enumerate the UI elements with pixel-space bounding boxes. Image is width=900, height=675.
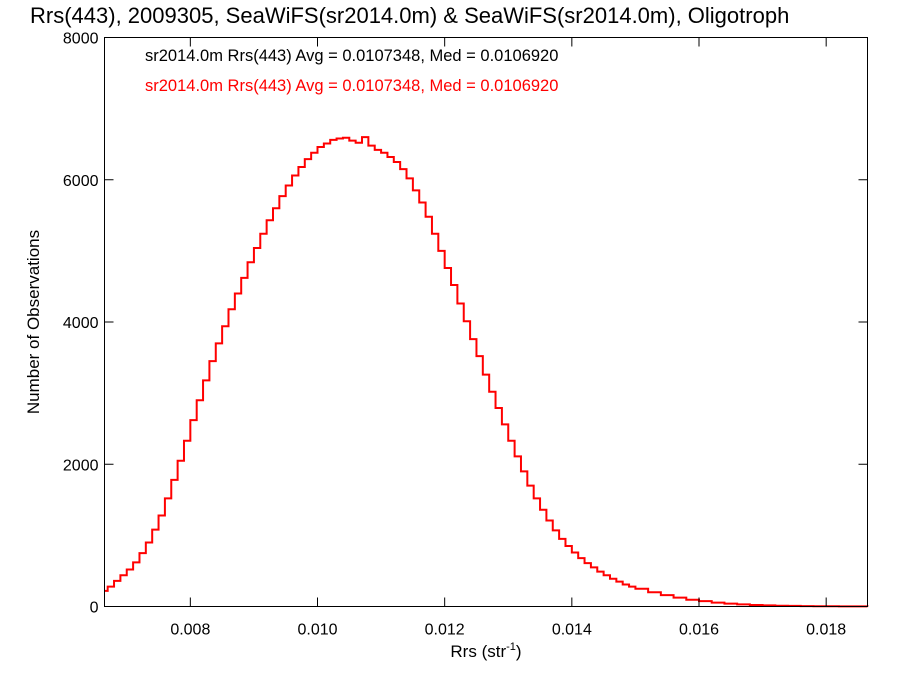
x-tick-label: 0.008 xyxy=(170,622,210,639)
x-axis-title-close: ) xyxy=(516,642,522,661)
series-layer xyxy=(104,136,869,608)
plot-frame xyxy=(104,37,868,607)
x-tick-label: 0.012 xyxy=(425,622,465,639)
x-tick-label: 0.014 xyxy=(552,622,592,639)
y-tick-label: 4000 xyxy=(63,315,99,332)
x-axis-ticks: 0.008 0.010 0.012 0.014 0.016 0.018 xyxy=(170,37,846,639)
y-axis-ticks: 0 2000 4000 6000 8000 xyxy=(63,31,868,617)
x-tick-label: 0.018 xyxy=(806,622,846,639)
y-tick-label: 6000 xyxy=(63,173,99,190)
x-tick-label: 0.016 xyxy=(679,622,719,639)
y-tick-label: 0 xyxy=(90,600,99,617)
x-axis-title-superscript: -1 xyxy=(506,641,516,653)
x-axis-title: Rrs (str-1) xyxy=(450,641,521,661)
series-line-0 xyxy=(104,136,869,608)
y-tick-label: 2000 xyxy=(63,457,99,474)
y-tick-label: 8000 xyxy=(63,31,99,48)
x-axis-title-text: Rrs (str xyxy=(450,642,506,661)
annotation-red: sr2014.0m Rrs(443) Avg = 0.0107348, Med … xyxy=(145,77,558,95)
annotation-black: sr2014.0m Rrs(443) Avg = 0.0107348, Med … xyxy=(145,47,558,65)
chart-title: Rrs(443), 2009305, SeaWiFS(sr2014.0m) & … xyxy=(30,3,789,28)
y-axis-title: Number of Observations xyxy=(24,230,43,414)
x-tick-label: 0.010 xyxy=(297,622,337,639)
